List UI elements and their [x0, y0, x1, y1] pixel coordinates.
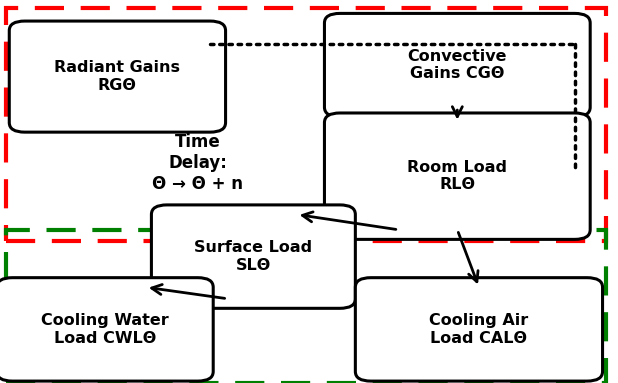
- Text: Cooling Air
Load CALΘ: Cooling Air Load CALΘ: [430, 313, 528, 345]
- FancyBboxPatch shape: [0, 278, 213, 381]
- Text: Surface Load
SLΘ: Surface Load SLΘ: [194, 241, 313, 273]
- FancyBboxPatch shape: [9, 21, 226, 132]
- FancyBboxPatch shape: [151, 205, 355, 308]
- FancyBboxPatch shape: [324, 13, 590, 117]
- Text: Radiant Gains
RGΘ: Radiant Gains RGΘ: [54, 61, 180, 93]
- FancyBboxPatch shape: [355, 278, 603, 381]
- FancyBboxPatch shape: [324, 113, 590, 239]
- Text: Time
Delay:
Θ → Θ + n: Time Delay: Θ → Θ + n: [152, 133, 243, 193]
- Text: Convective
Gains CGΘ: Convective Gains CGΘ: [407, 49, 507, 81]
- Text: Room Load
RLΘ: Room Load RLΘ: [407, 160, 507, 192]
- Text: Cooling Water
Load CWLΘ: Cooling Water Load CWLΘ: [41, 313, 169, 345]
